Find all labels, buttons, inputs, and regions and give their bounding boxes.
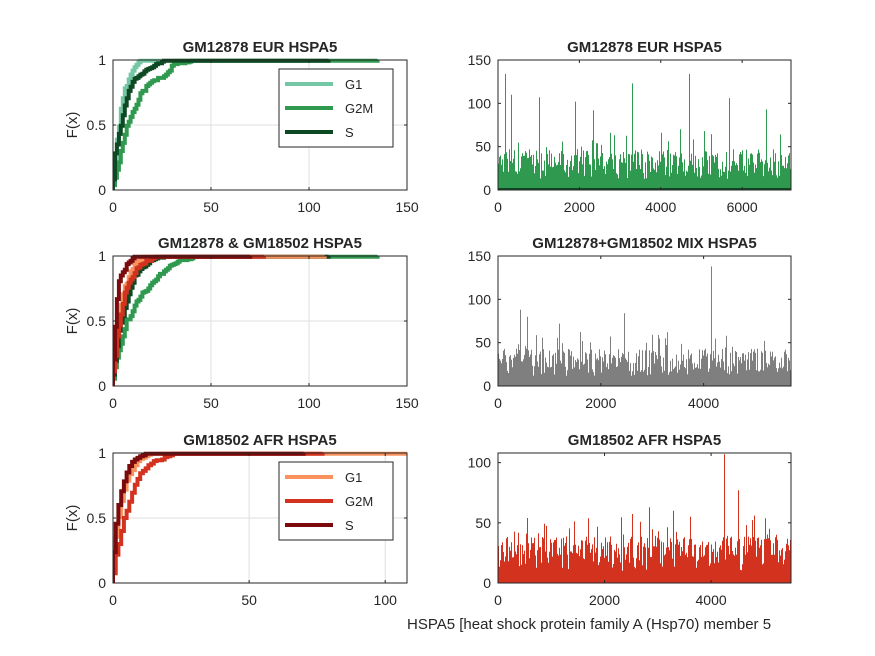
chart-title: GM18502 AFR HSPA5 bbox=[568, 432, 721, 449]
chart-title: GM12878 EUR HSPA5 bbox=[183, 39, 338, 56]
y-tick-label: 0.5 bbox=[87, 510, 107, 526]
axes-bar_mix: 0 2000 4000 0 50 100 150 GM12878+GM18502 MIX HS… bbox=[468, 235, 792, 411]
y-tick-label: 100 bbox=[468, 455, 492, 471]
axes-frame bbox=[497, 255, 792, 387]
figure-x-label: HSPA5 [heat shock protein family A (Hsp7… bbox=[407, 616, 771, 633]
bar-base-band bbox=[498, 575, 791, 583]
x-tick-label: 6000 bbox=[727, 199, 758, 215]
x-tick-label: 50 bbox=[241, 592, 257, 608]
legend-label-g2m: G2M bbox=[345, 494, 373, 509]
x-tick-label: 50 bbox=[203, 199, 219, 215]
legend-label-s: S bbox=[345, 125, 354, 140]
chart-title: GM12878 & GM18502 HSPA5 bbox=[158, 235, 362, 252]
y-tick-label: 50 bbox=[475, 515, 491, 531]
axes-frame bbox=[497, 59, 792, 191]
x-tick-label: 0 bbox=[109, 592, 117, 608]
axes-bar_afr: 0 2000 4000 0 50 100 GM18502 AFR HSPA5 bbox=[468, 432, 792, 608]
x-tick-label: 0 bbox=[494, 395, 502, 411]
x-tick-label: 0 bbox=[494, 199, 502, 215]
y-axis-label: F(x) bbox=[64, 112, 81, 139]
y-tick-label: 0 bbox=[98, 182, 106, 198]
y-tick-label: 50 bbox=[475, 335, 491, 351]
y-tick-label: 0 bbox=[98, 575, 106, 591]
x-tick-label: 2000 bbox=[585, 395, 616, 411]
x-tick-label: 50 bbox=[203, 395, 219, 411]
x-tick-label: 4000 bbox=[696, 592, 727, 608]
y-tick-label: 1 bbox=[98, 52, 106, 68]
y-tick-label: 0 bbox=[483, 182, 491, 198]
cdf-lines bbox=[113, 451, 407, 583]
legend-label-g1: G1 bbox=[345, 77, 362, 92]
axes-frame bbox=[497, 452, 792, 584]
x-tick-label: 2000 bbox=[589, 592, 620, 608]
x-tick-label: 100 bbox=[297, 199, 321, 215]
axes-cdf_mix: 0 50 100 150 0 0.5 1 GM12878 & GM18502 HSPA5 F(x… bbox=[64, 235, 419, 411]
y-tick-label: 0 bbox=[98, 378, 106, 394]
y-axis-label: F(x) bbox=[64, 505, 81, 532]
axes-cdf_afr: 0 50 100 0 0.5 1 GM18502 AFR HSPA5 F(x) G1 G2M S bbox=[64, 432, 408, 608]
plot-content bbox=[498, 266, 791, 386]
x-tick-label: 2000 bbox=[564, 199, 595, 215]
chart-title: GM18502 AFR HSPA5 bbox=[183, 432, 336, 449]
legend-label-g2m: G2M bbox=[345, 101, 373, 116]
cdf-series-s bbox=[113, 451, 306, 583]
legend-label-g1: G1 bbox=[345, 470, 362, 485]
cdf-lines bbox=[113, 58, 380, 190]
axes-cdf_eur: 0 50 100 150 0 0.5 1 GM12878 EUR HSPA5 F(x) G1 G2M… bbox=[64, 39, 419, 215]
x-tick-label: 0 bbox=[109, 199, 117, 215]
bar-base-band bbox=[498, 183, 791, 190]
x-tick-label: 4000 bbox=[645, 199, 676, 215]
y-tick-label: 50 bbox=[475, 139, 491, 155]
plot-content bbox=[113, 451, 407, 583]
chart-title: GM12878 EUR HSPA5 bbox=[567, 39, 722, 56]
x-tick-label: 150 bbox=[395, 395, 419, 411]
bar-base-band bbox=[498, 379, 791, 386]
cdf-series-g2m bbox=[113, 58, 380, 190]
y-tick-label: 1 bbox=[98, 445, 106, 461]
x-tick-label: 100 bbox=[374, 592, 398, 608]
y-tick-label: 0 bbox=[483, 378, 491, 394]
y-tick-label: 150 bbox=[468, 248, 492, 264]
chart-title: GM12878+GM18502 MIX HSPA5 bbox=[532, 235, 756, 252]
x-tick-label: 100 bbox=[297, 395, 321, 411]
plot-content bbox=[113, 58, 380, 190]
y-tick-label: 100 bbox=[468, 291, 492, 307]
legend: G1 G2M S bbox=[278, 68, 394, 148]
y-tick-label: 1 bbox=[98, 248, 106, 264]
x-tick-label: 4000 bbox=[688, 395, 719, 411]
y-tick-label: 0.5 bbox=[87, 313, 107, 329]
y-axis-label: F(x) bbox=[64, 308, 81, 335]
legend-label-s: S bbox=[345, 518, 354, 533]
cdf-series-s bbox=[113, 58, 331, 190]
legend: G1 G2M S bbox=[278, 461, 394, 541]
axes-bar_eur: 0 2000 4000 6000 0 50 100 150 GM12878 EUR HSPA5 bbox=[468, 39, 792, 215]
cdf-series-s bbox=[113, 254, 253, 386]
x-tick-label: 150 bbox=[395, 199, 419, 215]
y-tick-label: 0.5 bbox=[87, 117, 107, 133]
y-tick-label: 100 bbox=[468, 95, 492, 111]
y-tick-label: 0 bbox=[483, 575, 491, 591]
y-tick-label: 150 bbox=[468, 52, 492, 68]
cdf-lines bbox=[113, 254, 380, 386]
cdf-series-g2m bbox=[113, 451, 325, 583]
plot-content bbox=[113, 254, 380, 386]
x-tick-label: 0 bbox=[494, 592, 502, 608]
x-tick-label: 0 bbox=[109, 395, 117, 411]
